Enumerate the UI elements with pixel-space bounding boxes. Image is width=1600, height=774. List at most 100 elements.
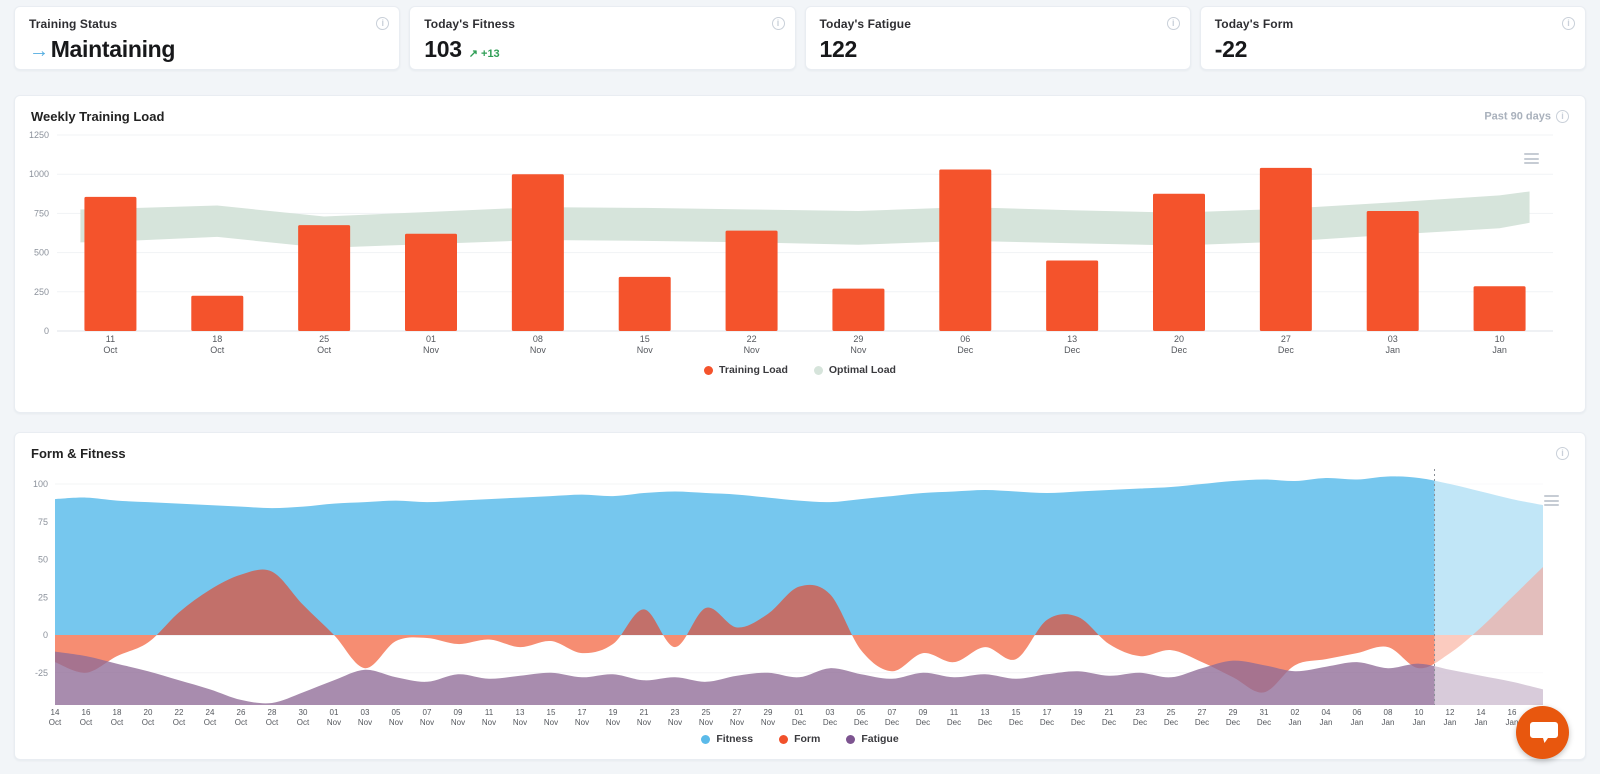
weekly-training-load-chart[interactable]: 0 250 500 750 1000 1250 11 Oct 18 Oct 25 Oct 01 Nov 08… [15, 124, 1585, 362]
chat-button[interactable] [1516, 706, 1569, 759]
legend-label: Fatigue [861, 733, 899, 745]
training-load-bars[interactable] [84, 167, 1526, 331]
stat-label: Training Status [29, 17, 118, 31]
stat-value: →Maintaining [29, 36, 176, 62]
info-icon[interactable]: i [376, 17, 390, 30]
info-icon[interactable]: i [771, 17, 785, 30]
trend-up-icon: ↗ [468, 48, 478, 60]
stat-label: Today's Fatigue [819, 17, 911, 31]
stat-card-form: Today's Form i -22 [1199, 6, 1586, 70]
bar-29-Nov[interactable] [832, 288, 885, 331]
stat-card-training-status: Training Status i →Maintaining [14, 6, 401, 70]
stat-card-fitness: Today's Fitness i 103 ↗ +13 [409, 6, 796, 70]
form-fitness-chart[interactable]: 100 75 50 25 0 -25 14 Oct 16 Oct 18 Oct 20 Oct 22 Oct 24… [15, 461, 1585, 731]
plot-area[interactable] [55, 465, 1551, 709]
chat-bubble-icon [1529, 721, 1558, 743]
form-fitness-card: Form & Fitness i 100 75 50 25 0 -25 14 Oct 16 Oct… [14, 432, 1586, 760]
bar-01-Nov[interactable] [405, 233, 457, 331]
form-area-positive [55, 567, 1543, 635]
bar-20-Dec[interactable] [1153, 193, 1205, 331]
legend-item-fitness[interactable]: Fitness [701, 733, 753, 745]
info-icon[interactable]: i [1556, 110, 1569, 123]
bar-13-Dec[interactable] [1046, 260, 1099, 331]
weekly-chart-legend: Training Load Optimal Load [15, 364, 1585, 376]
chart-menu-icon[interactable] [1524, 153, 1539, 167]
legend-item-training-load[interactable]: Training Load [704, 364, 788, 376]
info-icon[interactable]: i [1556, 447, 1569, 460]
x-axis-labels: 14 Oct 16 Oct 18 Oct 20 Oct 22 Oct 24 Oct 26 Oct 28 Oct… [49, 708, 1550, 727]
y-axis-labels: 0 250 500 750 1000 1250 [29, 130, 49, 336]
legend-label: Optimal Load [828, 364, 896, 376]
bar-25-Oct[interactable] [298, 225, 351, 331]
stat-value: -22 [1214, 36, 1248, 62]
legend-item-fatigue[interactable]: Fatigue [846, 733, 899, 745]
bar-22-Nov[interactable] [725, 230, 778, 331]
form-chart-legend: Fitness Form Fatigue [15, 733, 1585, 745]
bar-15-Nov[interactable] [618, 276, 671, 331]
svg-text:750: 750 [34, 208, 49, 218]
info-icon[interactable]: i [1562, 17, 1575, 30]
stat-label: Today's Fitness [424, 17, 516, 31]
bar-27-Dec[interactable] [1259, 167, 1312, 331]
svg-text:1000: 1000 [29, 169, 49, 179]
chart-menu-icon[interactable] [1544, 495, 1559, 509]
bar-11-Oct[interactable] [84, 196, 137, 331]
stat-value: 122 [819, 36, 858, 62]
info-icon[interactable]: i [1166, 17, 1180, 30]
svg-text:0: 0 [43, 630, 48, 640]
legend-item-optimal-load[interactable]: Optimal Load [813, 364, 896, 376]
legend-dot [846, 734, 856, 744]
bar-18-Oct[interactable] [191, 295, 244, 331]
svg-text:75: 75 [38, 517, 48, 527]
weekly-chart-title: Weekly Training Load [31, 109, 165, 124]
stat-value: 103 [424, 36, 462, 62]
bar-10-Jan[interactable] [1473, 286, 1526, 331]
legend-label: Training Load [719, 364, 788, 376]
bar-06-Dec[interactable] [939, 169, 992, 331]
bar-08-Nov[interactable] [511, 174, 564, 331]
legend-item-form[interactable]: Form [779, 733, 820, 745]
svg-text:25: 25 [38, 592, 48, 602]
y-axis-labels: 100 75 50 25 0 -25 [33, 479, 48, 678]
bar-03-Jan[interactable] [1366, 211, 1419, 331]
form-area-negative [55, 635, 1543, 693]
